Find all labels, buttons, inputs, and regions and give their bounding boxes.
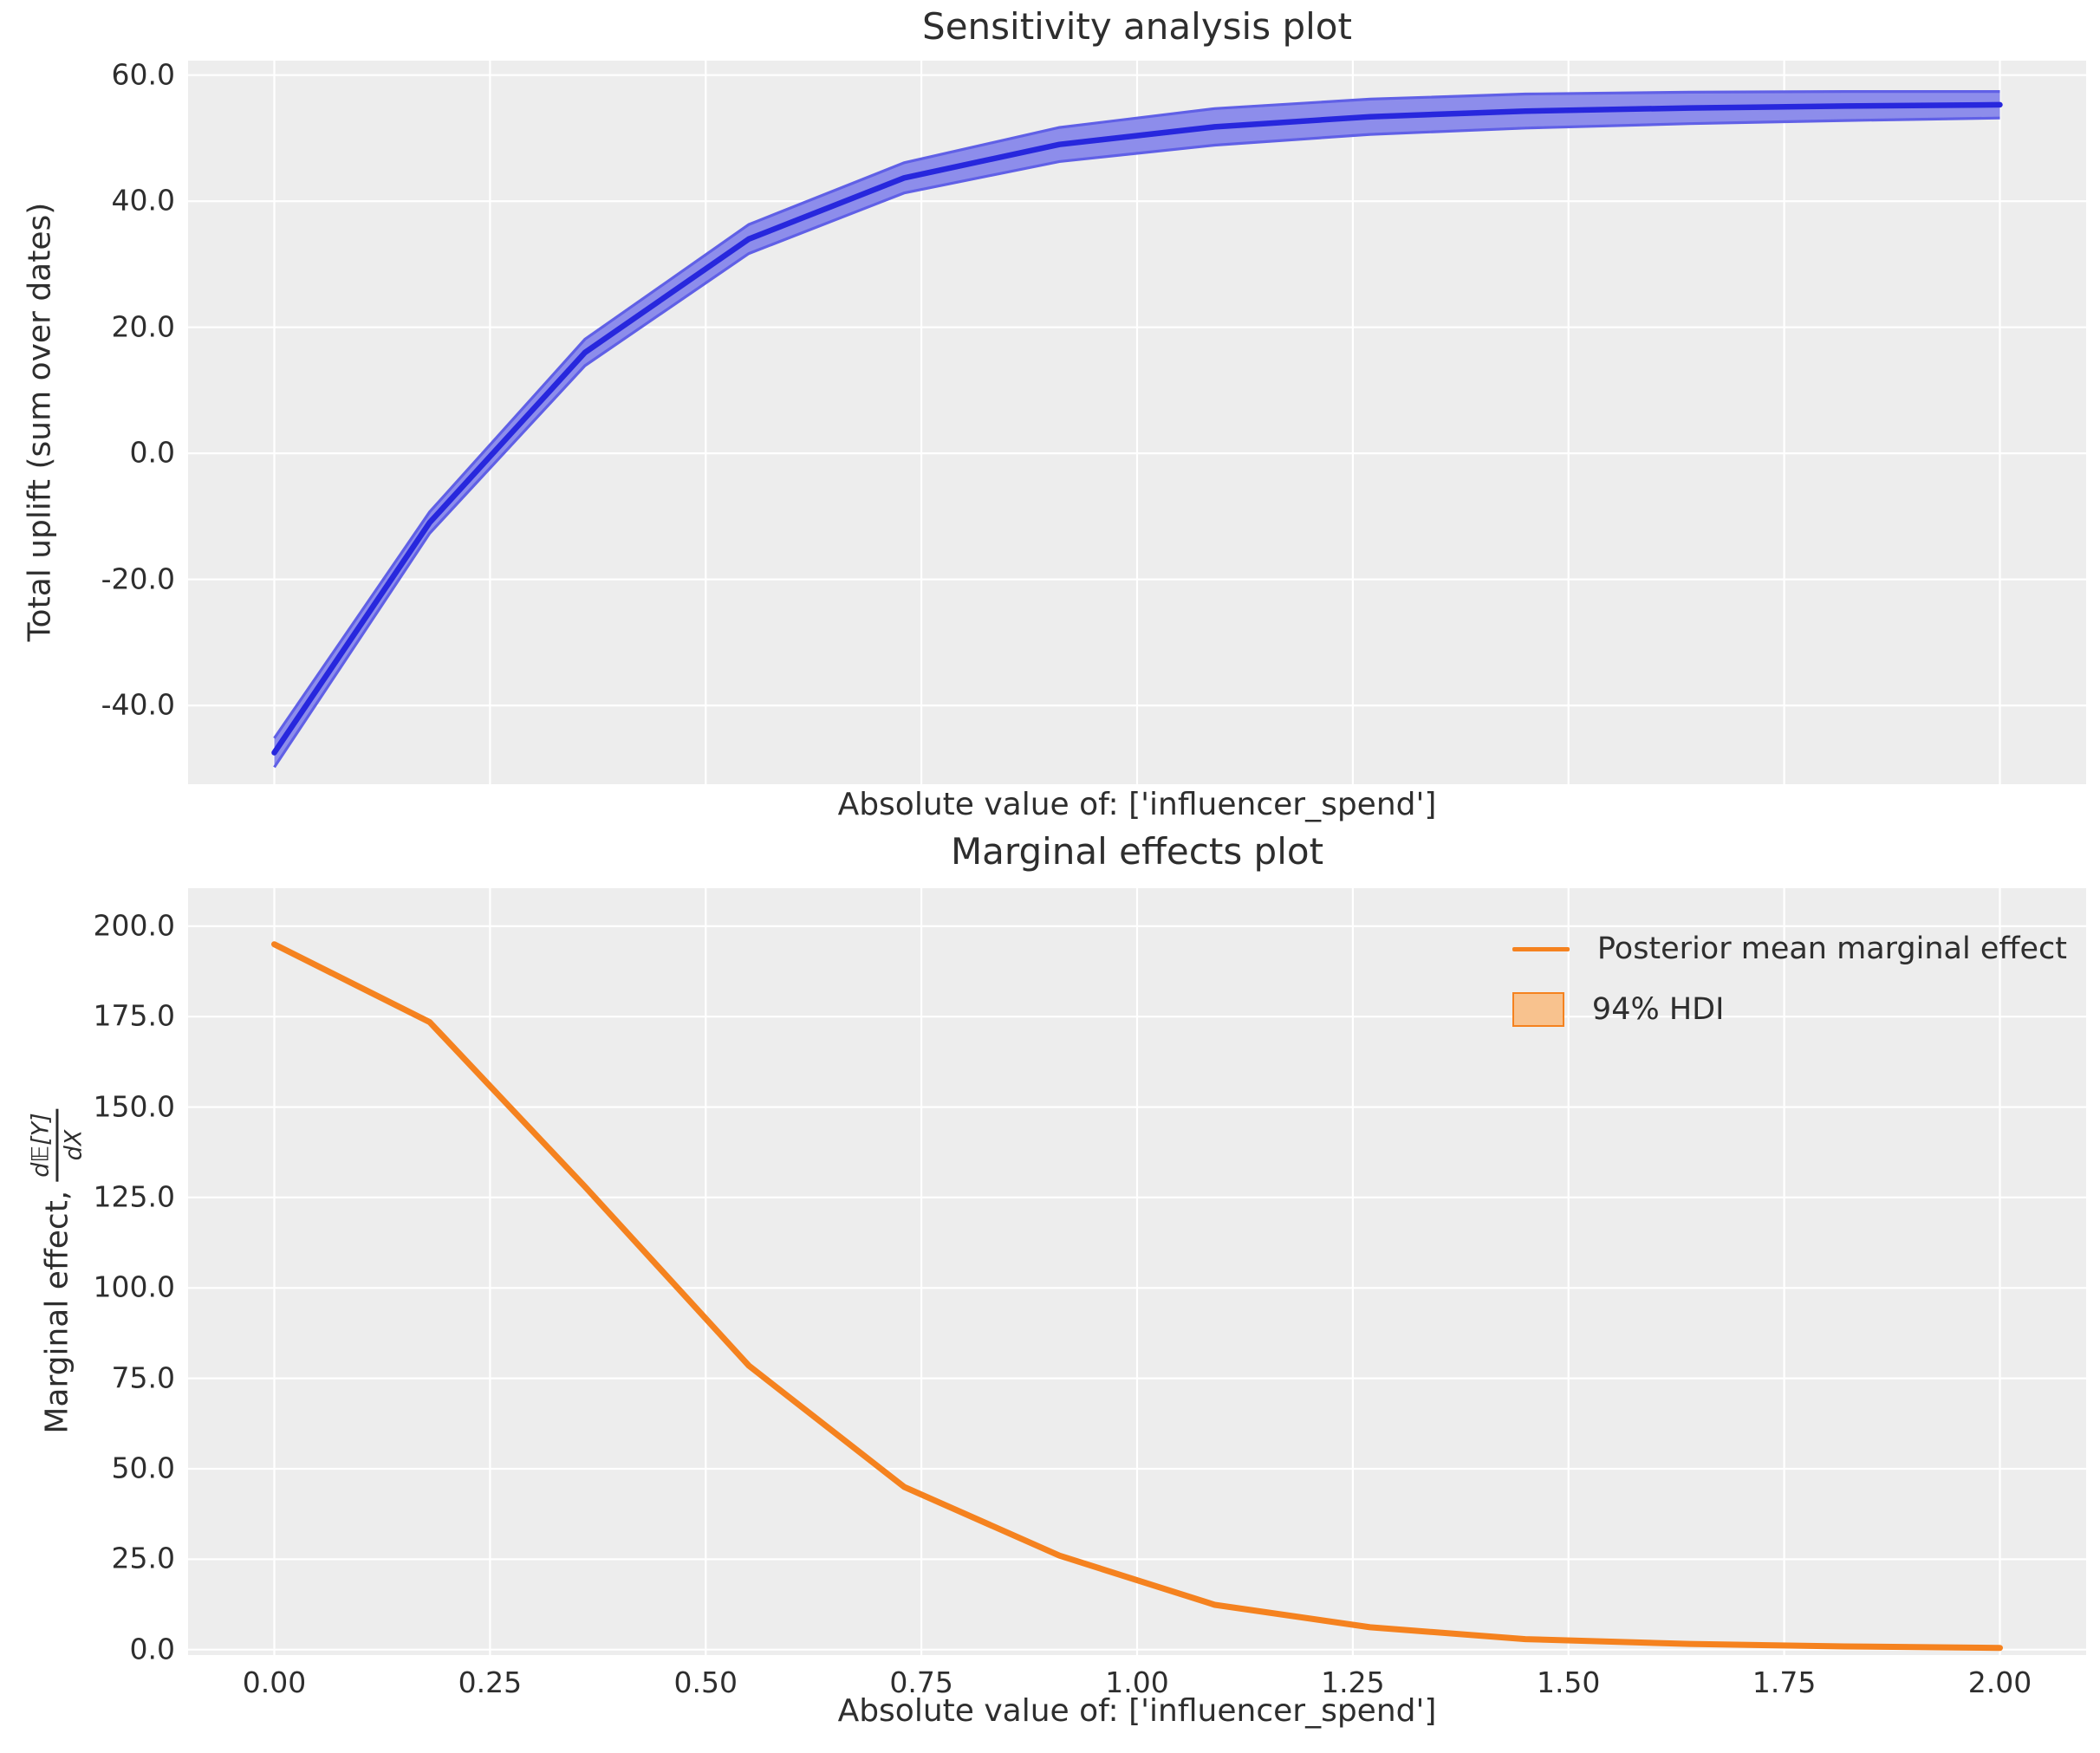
x-tick-label: 0.00	[242, 1665, 307, 1699]
legend-item-label: Posterior mean marginal effect	[1596, 932, 2067, 966]
y-tick-label: 20.0	[111, 309, 175, 344]
x-tick-label: 1.75	[1752, 1665, 1817, 1699]
x-tick-label: 0.75	[889, 1665, 953, 1699]
legend: Posterior mean marginal effect 94% HDI	[1512, 932, 2067, 1027]
y-tick-label: 150.0	[93, 1089, 175, 1124]
legend-item-label: 94% HDI	[1591, 992, 1725, 1027]
gridlines	[188, 61, 2086, 784]
legend-line-swatch	[1512, 946, 1570, 951]
gridlines	[188, 888, 2086, 1655]
y-tick-label: 75.0	[111, 1360, 175, 1395]
y-tick-label: 0.0	[129, 1632, 175, 1666]
bottom-chart-canvas	[188, 888, 2086, 1655]
top-chart-x-axis-label: Absolute value of: ['influencer_spend']	[837, 787, 1437, 822]
hdi-band	[274, 91, 2000, 768]
bottom-chart-x-axis-label: Absolute value of: ['influencer_spend']	[837, 1693, 1437, 1729]
hdi-band-upper-edge	[273, 89, 2000, 739]
y-tick-label: 125.0	[93, 1179, 175, 1214]
posterior-mean-marginal-effect-line	[271, 941, 2003, 1652]
y-tick-label: 175.0	[93, 998, 175, 1033]
x-tick-label: 1.50	[1536, 1665, 1601, 1699]
y-tick-label: 25.0	[111, 1542, 175, 1576]
top-chart-canvas	[188, 61, 2086, 784]
top-chart-plot-area	[188, 61, 2086, 784]
posterior-mean-line	[271, 101, 2003, 756]
x-tick-label: 0.50	[673, 1665, 738, 1699]
y-tick-label: 40.0	[111, 183, 175, 218]
y-tick-label: -20.0	[101, 562, 175, 596]
bottom-chart-title: Marginal effects plot	[950, 830, 1324, 873]
x-tick-label: 1.00	[1105, 1665, 1169, 1699]
x-tick-label: 2.00	[1967, 1665, 2032, 1699]
y-tick-label: 0.0	[129, 435, 175, 470]
fraction-denominator: dX	[60, 1129, 88, 1161]
y-tick-label: 50.0	[111, 1451, 175, 1485]
legend-item-posterior-mean: Posterior mean marginal effect	[1512, 932, 2067, 966]
y-tick-label: -40.0	[101, 687, 175, 722]
hdi-band-lower-edge	[273, 116, 2000, 769]
y-tick-label: 60.0	[111, 57, 175, 92]
top-chart-title: Sensitivity analysis plot	[922, 5, 1352, 48]
y-axis-label-text: Marginal effect,	[39, 1190, 75, 1434]
legend-hdi-swatch	[1512, 992, 1564, 1027]
legend-item-hdi: 94% HDI	[1512, 992, 2067, 1027]
y-tick-label: 200.0	[93, 908, 175, 943]
bottom-chart-plot-area: Posterior mean marginal effect 94% HDI	[188, 888, 2086, 1655]
y-tick-label: 100.0	[93, 1270, 175, 1305]
x-tick-label: 1.25	[1321, 1665, 1385, 1699]
x-tick-label: 0.25	[458, 1665, 523, 1699]
